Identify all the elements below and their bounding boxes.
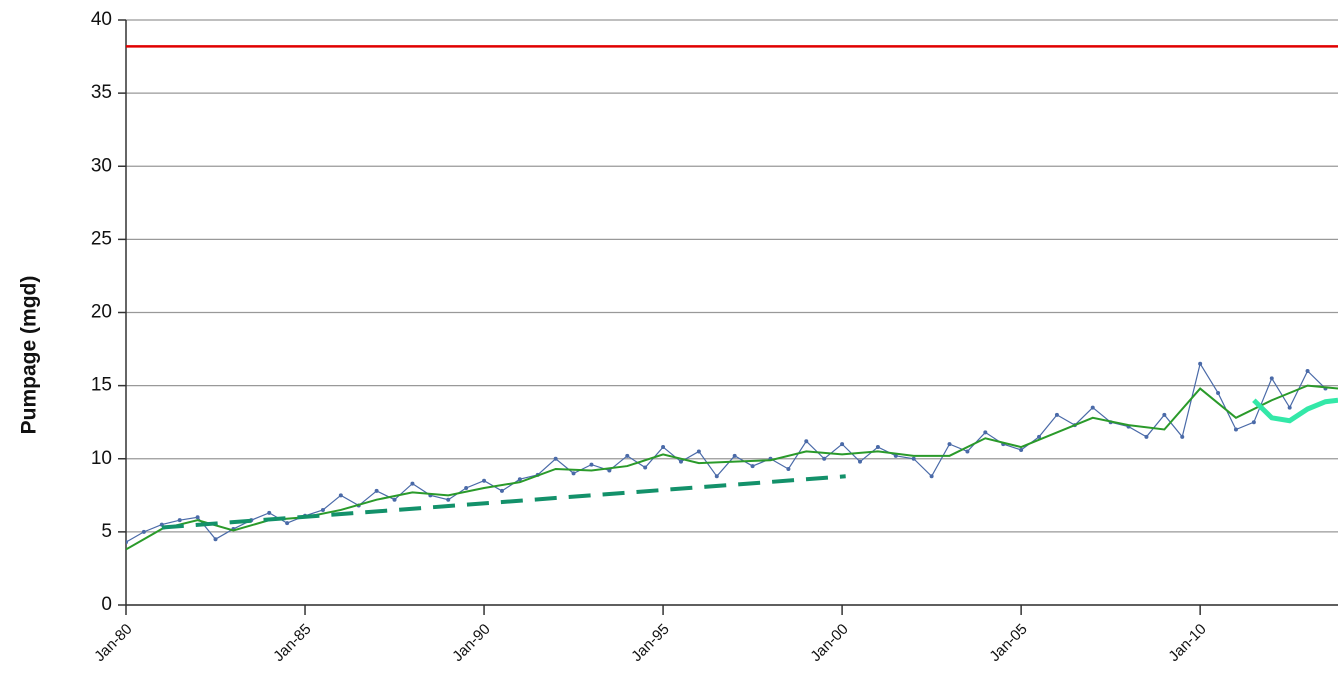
data-point <box>1054 412 1059 417</box>
data-point <box>893 453 898 458</box>
data-point <box>983 430 988 435</box>
x-tick-label: Jan-00 <box>807 621 851 665</box>
y-tick-label: 25 <box>91 228 112 249</box>
data-point <box>732 453 737 458</box>
data-point <box>499 488 504 493</box>
x-tick-label: Jan-85 <box>270 621 314 665</box>
data-point <box>786 466 791 471</box>
data-point <box>714 474 719 479</box>
data-point <box>374 488 379 493</box>
data-point <box>1269 376 1274 381</box>
y-tick-label: 40 <box>91 9 112 30</box>
data-point <box>929 474 934 479</box>
data-point <box>607 468 612 473</box>
data-point <box>661 445 666 450</box>
y-tick-label: 10 <box>91 448 112 469</box>
data-point <box>392 497 397 502</box>
data-point <box>696 449 701 454</box>
data-point <box>840 442 845 447</box>
y-tick-label: 20 <box>91 302 112 323</box>
data-point <box>1144 434 1149 439</box>
series-line <box>161 474 846 530</box>
data-point <box>804 439 809 444</box>
data-point <box>678 459 683 464</box>
plot-area <box>126 45 1338 551</box>
data-point <box>1305 369 1310 373</box>
y-tick-label: 15 <box>91 375 112 396</box>
data-point <box>1216 390 1221 395</box>
series-line <box>126 362 1326 543</box>
data-point <box>643 465 648 470</box>
y-tick-label: 35 <box>91 82 112 103</box>
data-point <box>126 540 128 545</box>
data-point <box>1180 434 1185 439</box>
data-point <box>410 481 415 486</box>
data-point <box>571 471 576 476</box>
data-point <box>1251 420 1256 425</box>
data-point <box>446 497 451 502</box>
data-point <box>965 449 970 454</box>
y-tick-label: 0 <box>101 594 112 615</box>
y-tick-label: 5 <box>101 521 112 542</box>
data-point <box>177 518 182 523</box>
data-point <box>1090 405 1095 410</box>
y-axis-label: Pumpage (mgd) <box>18 276 41 435</box>
x-tick-label: Jan-90 <box>449 621 493 665</box>
data-point <box>625 453 630 458</box>
x-tick-label: Jan-80 <box>91 621 135 665</box>
y-tick-label: 30 <box>91 155 112 176</box>
data-point <box>195 515 200 520</box>
data-point <box>285 521 290 526</box>
data-point <box>267 510 272 515</box>
data-point <box>911 456 916 461</box>
data-point <box>141 529 146 534</box>
data-point <box>750 464 755 469</box>
x-tick-label: Jan-05 <box>986 621 1030 665</box>
data-point <box>858 459 863 464</box>
data-point <box>482 478 487 483</box>
data-point <box>338 493 343 498</box>
data-point <box>1162 412 1167 417</box>
data-point <box>1198 361 1203 366</box>
data-point <box>1233 427 1238 432</box>
data-point <box>822 456 827 461</box>
data-point <box>875 445 880 450</box>
series-line <box>126 384 1338 551</box>
data-point <box>464 486 469 490</box>
series-line <box>1252 397 1338 424</box>
data-point <box>213 537 218 542</box>
data-point <box>1019 447 1024 452</box>
data-point <box>1037 434 1042 439</box>
x-tick-label: Jan-10 <box>1165 621 1209 665</box>
data-point <box>553 456 558 461</box>
data-point <box>947 442 952 447</box>
x-tick-label: Jan-95 <box>628 621 672 665</box>
data-point <box>589 462 594 467</box>
data-point <box>517 477 522 482</box>
data-point <box>320 507 325 512</box>
data-point <box>1287 405 1292 410</box>
